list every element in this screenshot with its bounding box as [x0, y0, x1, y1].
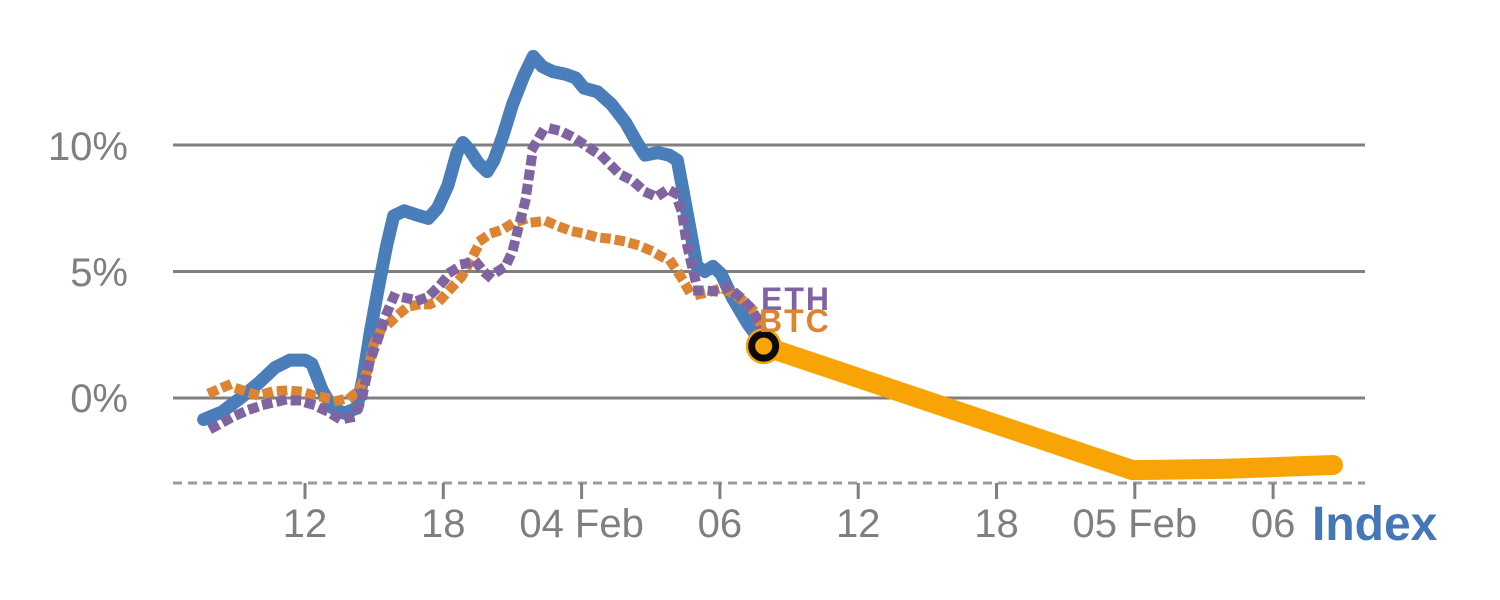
x-tick-label: 06 [1251, 502, 1296, 546]
y-tick-label: 0% [70, 377, 128, 421]
x-tick-label: 12 [836, 502, 881, 546]
x-axis-labels: 12 18 04 Feb 06 12 18 05 Feb 06 [283, 502, 1296, 546]
eth-series-label: ETH [761, 281, 831, 317]
x-tick-label: 05 Feb [1073, 502, 1198, 546]
btc-line [206, 214, 771, 406]
x-tick-label: 18 [974, 502, 1019, 546]
last-point-marker [748, 330, 780, 362]
btc-series-label: BTC [759, 303, 831, 339]
y-tick-label: 5% [70, 251, 128, 295]
index-forecast-line [753, 336, 1343, 481]
eth-line [207, 123, 771, 434]
x-tick-label: 04 Feb [519, 502, 644, 546]
y-axis-labels: 10% 5% 0% [48, 125, 128, 421]
x-axis-title: Index [1312, 498, 1438, 551]
y-tick-label: 10% [48, 125, 128, 169]
series-layer [197, 49, 1343, 481]
x-axis-ticks [303, 483, 1275, 499]
gridlines [173, 143, 1365, 400]
x-tick-label: 12 [283, 502, 328, 546]
x-tick-label: 18 [421, 502, 466, 546]
x-tick-label: 06 [698, 502, 743, 546]
index-line [197, 49, 771, 426]
